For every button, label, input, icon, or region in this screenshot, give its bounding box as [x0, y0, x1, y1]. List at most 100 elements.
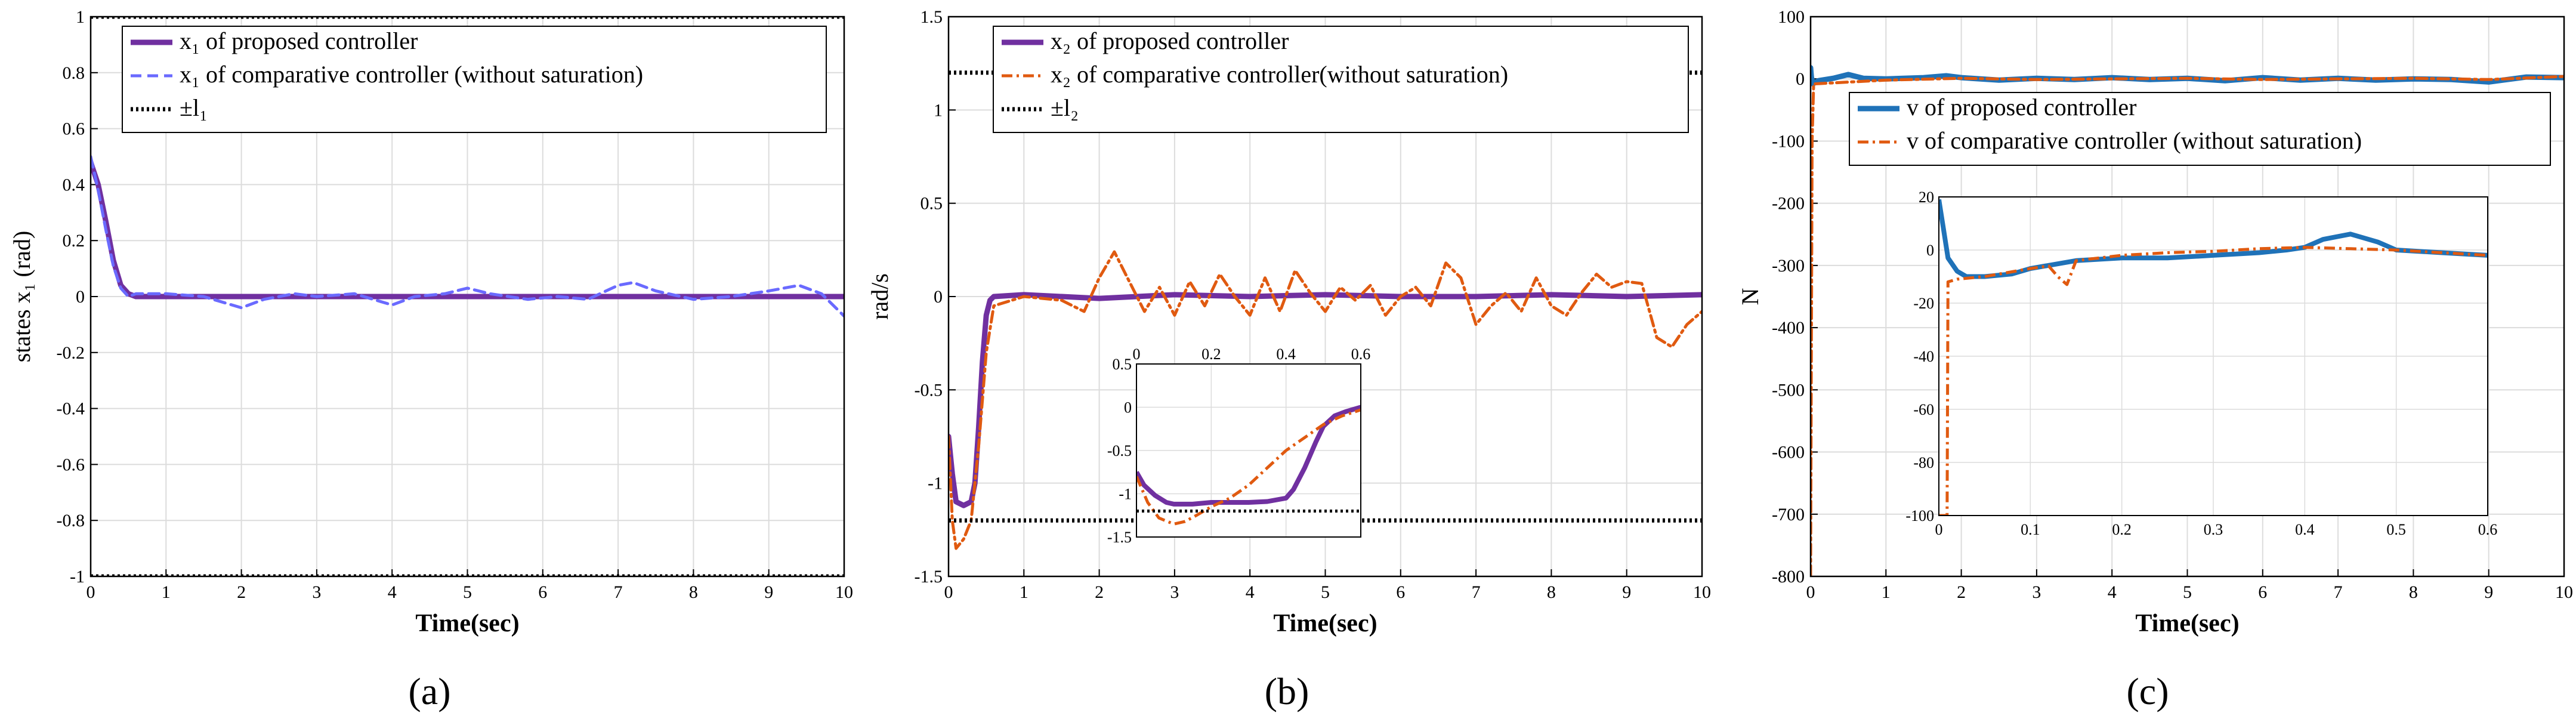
- x-tick-label: 0: [1806, 582, 1815, 602]
- axes-frame: [947, 16, 1703, 578]
- y-tick-label: -300: [1772, 256, 1805, 276]
- inset-series-line-2: [1136, 408, 1361, 526]
- x-tick-label: 3: [2032, 582, 2041, 602]
- y-tick-label: -1: [70, 567, 85, 587]
- x-tick-label: 2: [237, 582, 246, 602]
- y-tick-label: -0.2: [57, 343, 85, 363]
- panel-label: (c): [2126, 670, 2169, 712]
- y-tick-label: 0.6: [63, 119, 85, 139]
- inset-frame: [1136, 363, 1361, 538]
- y-tick-label: 0: [934, 287, 943, 307]
- legend: x₁ of proposed controller x₁ of comparati…: [122, 26, 827, 133]
- x-tick-label: 1: [1882, 582, 1891, 602]
- x-tick-label: 9: [1622, 582, 1631, 602]
- x-tick-label: 7: [614, 582, 623, 602]
- inset-x-tick-label: 0.1: [2021, 521, 2040, 538]
- series-line-1: [949, 292, 1702, 508]
- inset-x-tick-label: 0.4: [2295, 521, 2315, 538]
- y-tick-label: 1: [934, 100, 943, 120]
- inset-x-tick-label: 0.4: [1276, 345, 1296, 363]
- inset-x-tick-label: 0.6: [2478, 521, 2498, 538]
- legend-box: [1849, 92, 2551, 166]
- inset-y-tick-label: 0: [1926, 242, 1934, 259]
- x-tick-label: 1: [1020, 582, 1028, 602]
- x-tick-label: 0: [944, 582, 953, 602]
- legend-label: x₂ of comparative controller(without sat…: [1051, 61, 1508, 88]
- legend-label: ±l₁: [180, 94, 208, 121]
- legend: x₂ of proposed controller x₂ of comparati…: [993, 26, 1689, 133]
- x-tick-label: 10: [835, 582, 853, 602]
- y-axis-label: rad/s: [866, 273, 893, 320]
- y-tick-label: -800: [1772, 567, 1805, 587]
- legend-label: x₂ of proposed controller: [1051, 27, 1289, 54]
- inset-series-line-2: [1939, 246, 2488, 516]
- x-tick-label: 6: [538, 582, 547, 602]
- inset-frame: [1938, 196, 2488, 516]
- x-axis-label: Time(sec): [2135, 610, 2239, 637]
- x-tick-label: 5: [463, 582, 472, 602]
- inset-x-tick-label: 0.5: [2386, 521, 2406, 538]
- series-line-2: [91, 155, 844, 318]
- legend: v of proposed controller v of comparative…: [1849, 92, 2551, 166]
- inset-y-tick-label: -0.5: [1107, 442, 1132, 459]
- y-tick-label: -100: [1772, 131, 1805, 151]
- y-tick-label: 100: [1778, 7, 1805, 27]
- inset-y-tick-label: -1.5: [1107, 529, 1132, 546]
- x-axis-label: Time(sec): [415, 610, 519, 637]
- chart-panel-1: 0 1 2 3 4 5 6 7 8 9 10 -1 -0.8 -0.6 -0.4 -0.2 0 0.2 0.4 0.6…: [8, 7, 853, 712]
- y-tick-label: -200: [1772, 194, 1805, 214]
- inset-plot-area: [1939, 199, 2488, 516]
- inset-x-tick-label: 0: [1935, 521, 1943, 538]
- y-tick-label: -600: [1772, 443, 1805, 462]
- inset-plot-area: [1136, 405, 1361, 526]
- plot-area: [91, 17, 844, 576]
- panel-label: (b): [1265, 670, 1309, 712]
- inset-y-tick-label: 0: [1124, 399, 1132, 416]
- chart-panel-2: 0 1 2 3 4 5 6 7 8 9 10-1.5-1-0.500.511.50 0.2 0.4 0.6…: [866, 7, 1711, 712]
- legend-box: [993, 26, 1689, 133]
- x-tick-label: 8: [689, 582, 698, 602]
- x-tick-label: 5: [1321, 582, 1330, 602]
- x-tick-label: 2: [1957, 582, 1966, 602]
- y-axis-label: states x₁ (rad): [8, 231, 35, 363]
- x-tick-label: 7: [2334, 582, 2343, 602]
- y-axis-label: N: [1737, 288, 1763, 306]
- inset-x-tick-label: 0.6: [1351, 345, 1371, 363]
- series-line-2: [1811, 75, 2564, 576]
- y-tick-label: 0.5: [921, 194, 943, 214]
- x-tick-label: 1: [162, 582, 171, 602]
- x-tick-label: 3: [1170, 582, 1179, 602]
- chart-panel-3: 0 1 2 3 4 5 6 7 8 9 10-800-700-600-500-400-300-200…: [1737, 7, 2573, 712]
- y-tick-label: -500: [1772, 380, 1805, 400]
- x-tick-label: 9: [2484, 582, 2493, 602]
- inset-y-tick-label: 20: [1919, 189, 1934, 206]
- y-tick-label: -0.5: [915, 380, 943, 400]
- x-tick-label: 10: [2555, 582, 2573, 602]
- x-tick-label: 4: [2108, 582, 2117, 602]
- inset-y-tick-label: -40: [1913, 348, 1934, 365]
- legend-label: v of proposed controller: [1907, 94, 2136, 121]
- y-tick-label: -0.8: [57, 511, 85, 530]
- x-tick-label: 4: [1246, 582, 1255, 602]
- inset-x-tick-label: 0.2: [1201, 345, 1221, 363]
- y-tick-label: 0: [1796, 69, 1805, 89]
- series-line-2: [949, 250, 1702, 550]
- x-tick-label: 5: [2183, 582, 2192, 602]
- x-tick-label: 8: [2409, 582, 2418, 602]
- y-tick-label: 0.4: [63, 175, 85, 195]
- inset-y-tick-label: -60: [1913, 401, 1934, 418]
- inset-y-tick-label: -20: [1913, 295, 1934, 312]
- panel-label: (a): [408, 670, 450, 712]
- y-tick-label: -1: [928, 474, 943, 493]
- y-tick-label: -0.6: [57, 455, 85, 474]
- inset-chart: 0 0.1 0.2 0.3 0.4 0.5 0.6 -100 -80 -60 -40 -20 0 20: [1905, 189, 2497, 538]
- legend-label: x₁ of proposed controller: [180, 27, 418, 54]
- axes-frame: [89, 16, 845, 578]
- y-tick-label: 0: [76, 287, 85, 307]
- x-tick-label: 2: [1095, 582, 1104, 602]
- x-axis-label: Time(sec): [1273, 610, 1377, 637]
- y-tick-label: -700: [1772, 505, 1805, 524]
- y-tick-label: -400: [1772, 318, 1805, 338]
- inset-x-tick-label: 0: [1133, 345, 1141, 363]
